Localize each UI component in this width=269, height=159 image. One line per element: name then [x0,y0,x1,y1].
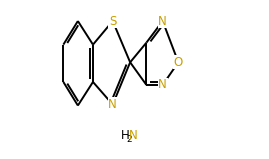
Text: 2: 2 [126,135,132,144]
Text: N: N [108,98,117,111]
Text: N: N [158,14,167,28]
Text: N: N [129,129,138,142]
Text: H: H [121,129,129,142]
Text: O: O [174,56,183,69]
Text: N: N [158,78,167,91]
Text: S: S [109,14,116,28]
